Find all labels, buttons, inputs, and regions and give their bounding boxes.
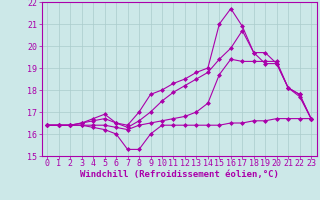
X-axis label: Windchill (Refroidissement éolien,°C): Windchill (Refroidissement éolien,°C) <box>80 170 279 179</box>
